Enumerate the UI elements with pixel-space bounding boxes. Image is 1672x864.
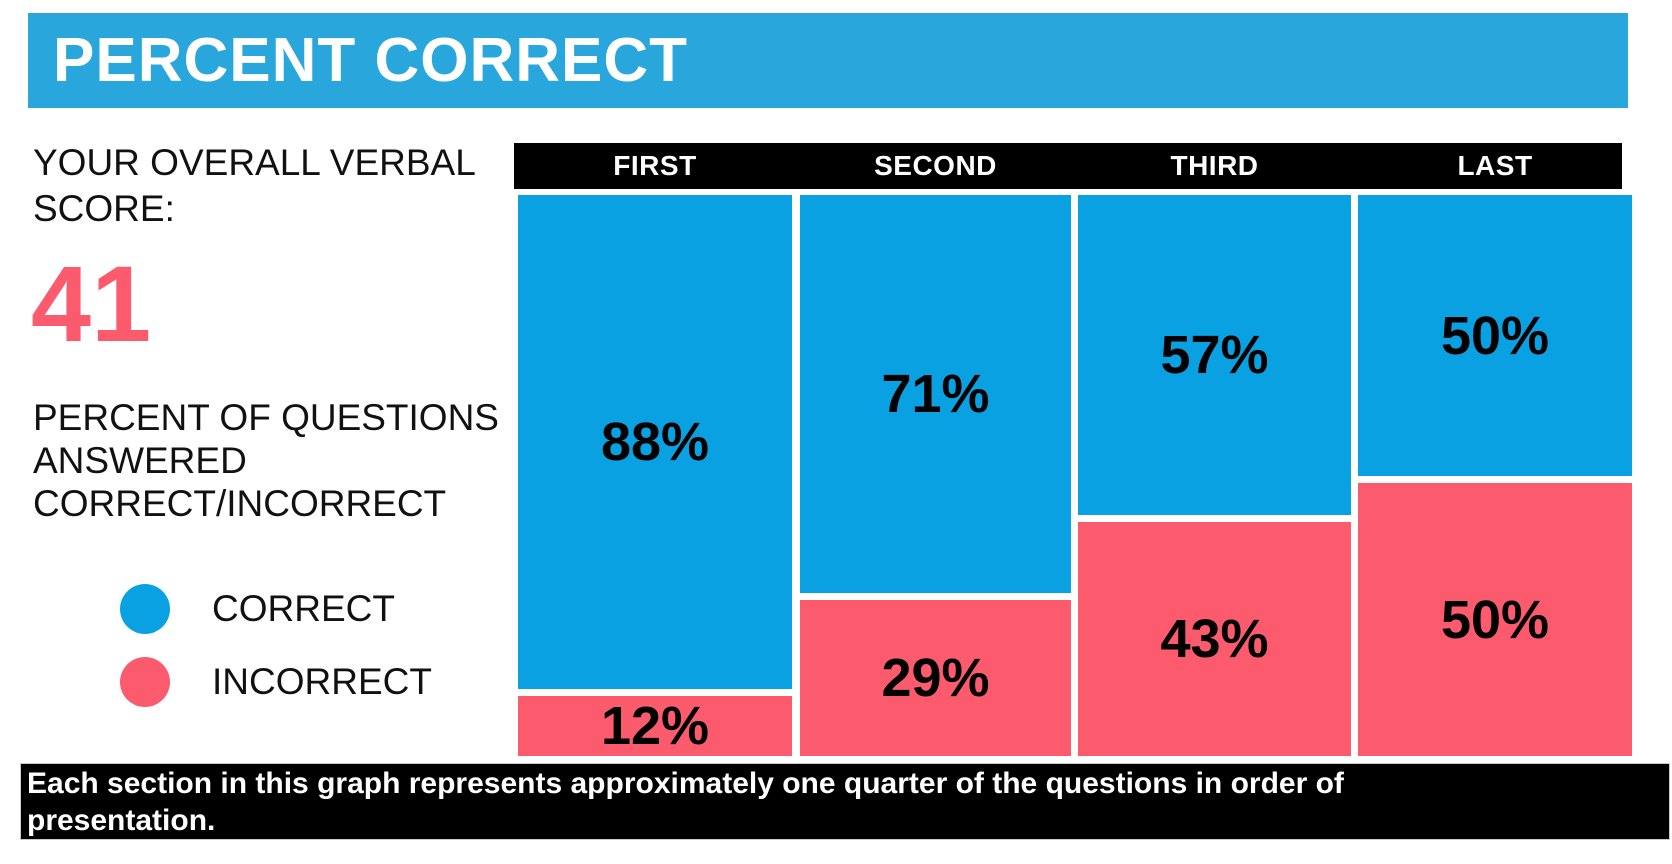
legend-row-correct: CORRECT <box>120 584 432 634</box>
column-header-band: FIRST SECOND THIRD LAST <box>514 143 1622 189</box>
page-title: PERCENT CORRECT <box>53 26 689 95</box>
incorrect-swatch-icon <box>120 657 170 707</box>
bar-value-label-last-incorrect: 50% <box>1440 589 1550 650</box>
bar-value-label-first-incorrect: 12% <box>600 696 710 756</box>
legend-label-correct: CORRECT <box>212 588 395 629</box>
bar-value-label-third-incorrect: 43% <box>1160 609 1269 669</box>
legend-label-incorrect: INCORRECT <box>212 661 432 702</box>
bar-last-incorrect: 50% <box>1358 483 1632 756</box>
column-header-third: THIRD <box>1170 150 1259 181</box>
bar-value-label-first-correct: 88% <box>600 412 710 472</box>
bar-third-correct: 57% <box>1078 195 1351 515</box>
column-header-first: FIRST <box>613 150 697 181</box>
correct-swatch-icon <box>120 584 170 634</box>
bar-first-incorrect: 12% <box>518 696 792 756</box>
bar-value-label-third-correct: 57% <box>1160 325 1269 385</box>
overall-score-label: YOUR OVERALL VERBAL SCORE: <box>33 142 475 229</box>
column-header-last: LAST <box>1457 150 1533 181</box>
legend: CORRECT INCORRECT <box>120 584 432 707</box>
bar-value-label-second-correct: 71% <box>881 364 990 424</box>
bar-last-correct: 50% <box>1358 195 1632 476</box>
bar-second-correct: 71% <box>800 195 1071 593</box>
percent-questions-label: PERCENT OF QUESTIONS ANSWERED CORRECT/IN… <box>33 397 499 524</box>
legend-row-incorrect: INCORRECT <box>120 657 432 707</box>
title-bar: PERCENT CORRECT <box>28 13 1628 108</box>
bar-first-correct: 88% <box>518 195 792 689</box>
bar-third-incorrect: 43% <box>1078 522 1351 756</box>
caption-bar: Each section in this graph represents ap… <box>20 763 1670 840</box>
caption-text: Each section in this graph represents ap… <box>27 767 1344 837</box>
overall-score-value: 41 <box>31 243 152 364</box>
bar-value-label-second-incorrect: 29% <box>881 648 990 708</box>
column-header-second: SECOND <box>874 150 997 181</box>
bar-second-incorrect: 29% <box>800 600 1071 756</box>
bar-value-label-last-correct: 50% <box>1440 305 1550 366</box>
